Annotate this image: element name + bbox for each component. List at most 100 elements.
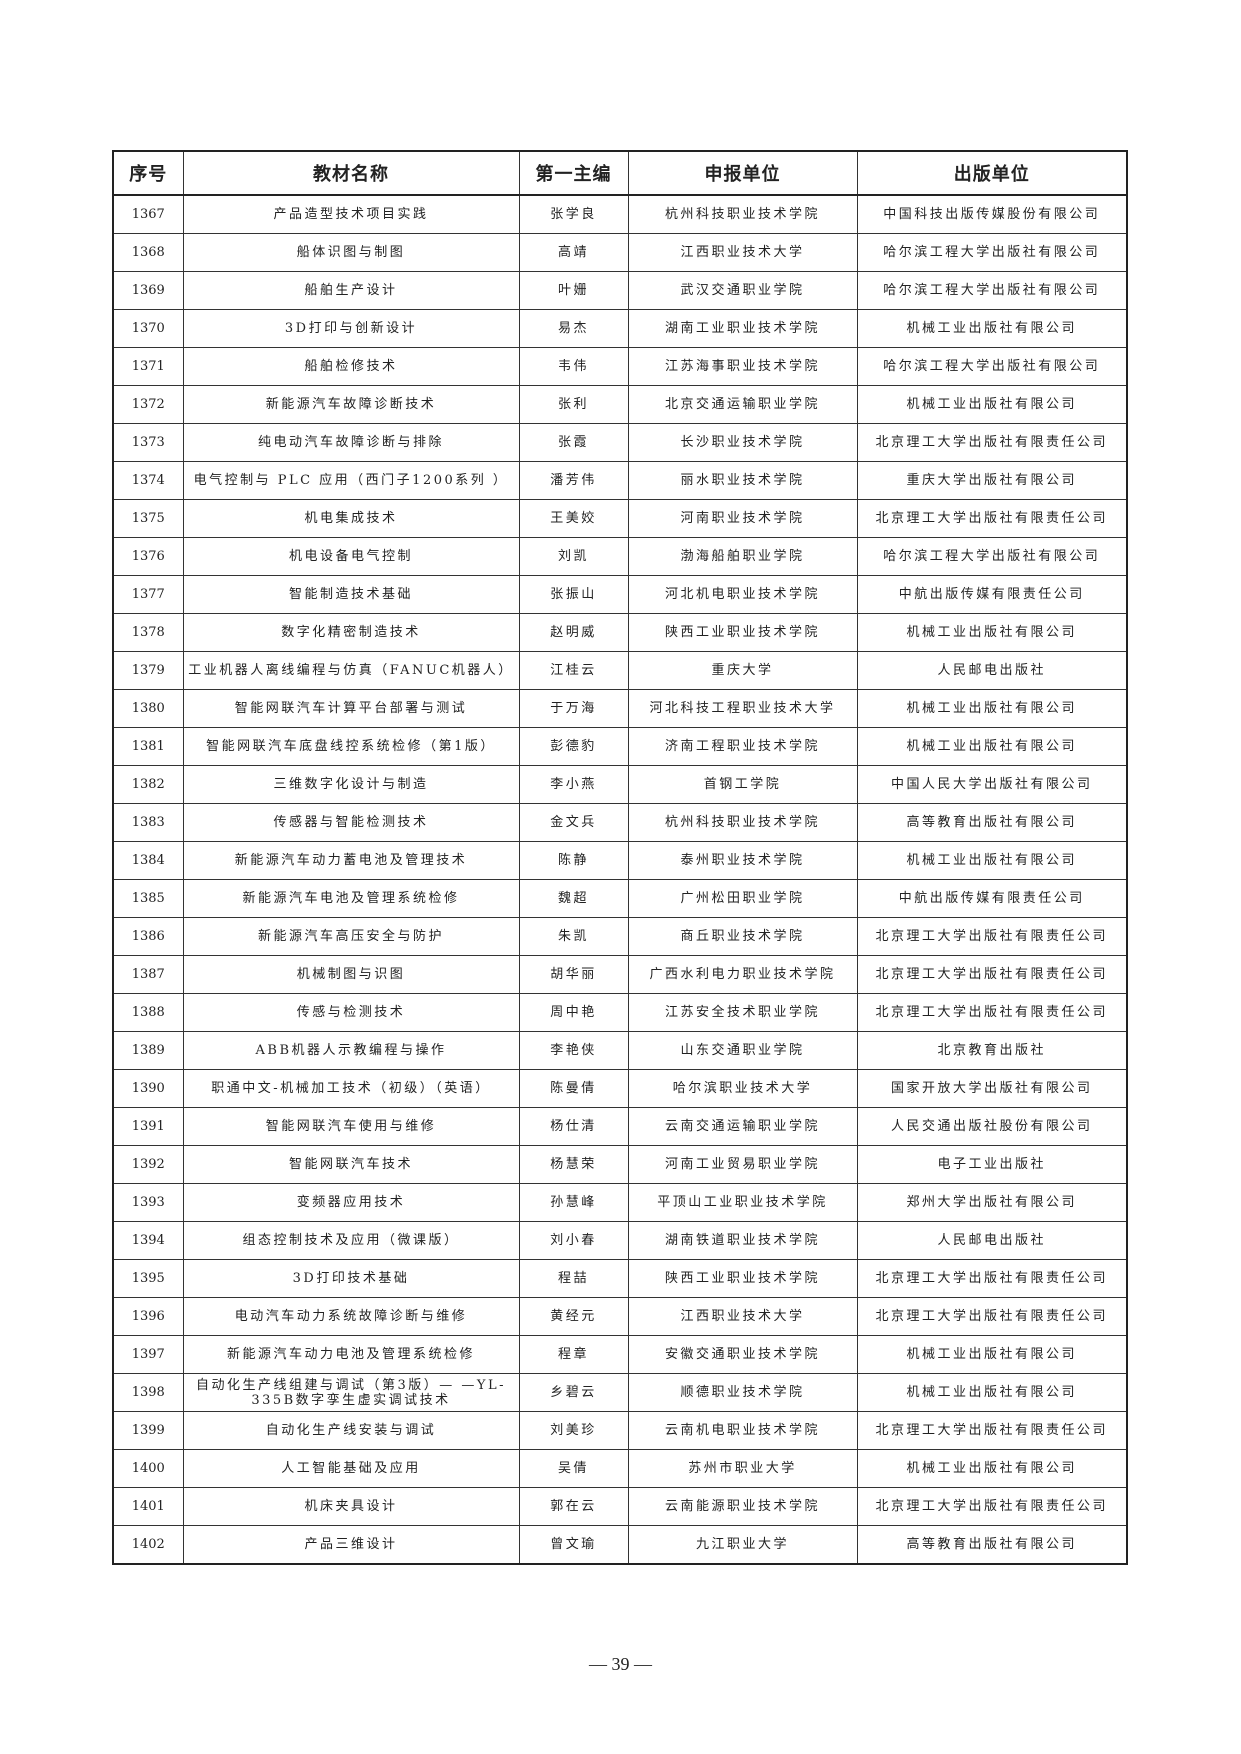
table-row: 1398 自动化生产线组建与调试（第3版）— —YL-335B数字孪生虚实调试技术… bbox=[112, 1373, 1128, 1412]
cell-index: 1393 bbox=[112, 1183, 184, 1222]
cell-chief-editor: 张利 bbox=[518, 385, 629, 424]
cell-index: 1398 bbox=[112, 1373, 184, 1412]
cell-applicant-unit: 云南能源职业技术学院 bbox=[627, 1487, 858, 1526]
cell-publisher: 北京理工大学出版社有限责任公司 bbox=[856, 917, 1128, 956]
cell-textbook-name: 三维数字化设计与制造 bbox=[182, 765, 520, 804]
cell-publisher: 机械工业出版社有限公司 bbox=[856, 841, 1128, 880]
cell-chief-editor: 张学良 bbox=[518, 194, 629, 234]
cell-chief-editor: 周中艳 bbox=[518, 993, 629, 1032]
cell-index: 1374 bbox=[112, 461, 184, 500]
cell-applicant-unit: 陕西工业职业技术学院 bbox=[627, 613, 858, 652]
cell-textbook-name: 3D打印与创新设计 bbox=[182, 309, 520, 348]
cell-index: 1396 bbox=[112, 1297, 184, 1336]
table-row: 1392 智能网联汽车技术 杨慧荣 河南工业贸易职业学院 电子工业出版社 bbox=[112, 1145, 1128, 1184]
cell-applicant-unit: 河南职业技术学院 bbox=[627, 499, 858, 538]
cell-applicant-unit: 商丘职业技术学院 bbox=[627, 917, 858, 956]
cell-index: 1397 bbox=[112, 1335, 184, 1374]
table-row: 1397 新能源汽车动力电池及管理系统检修 程章 安徽交通职业技术学院 机械工业出版社有… bbox=[112, 1335, 1128, 1374]
table-row: 1402 产品三维设计 曾文瑜 九江职业大学 高等教育出版社有限公司 bbox=[112, 1525, 1128, 1565]
cell-index: 1367 bbox=[112, 194, 184, 234]
cell-textbook-name: 自动化生产线安装与调试 bbox=[182, 1411, 520, 1450]
cell-chief-editor: 于万海 bbox=[518, 689, 629, 728]
cell-chief-editor: 李小燕 bbox=[518, 765, 629, 804]
cell-textbook-name: 工业机器人离线编程与仿真（FANUC机器人） bbox=[182, 651, 520, 690]
cell-publisher: 机械工业出版社有限公司 bbox=[856, 613, 1128, 652]
cell-chief-editor: 杨仕清 bbox=[518, 1107, 629, 1146]
table-row: 1396 电动汽车动力系统故障诊断与维修 黄经元 江西职业技术大学 北京理工大学出版社有… bbox=[112, 1297, 1128, 1336]
cell-publisher: 郑州大学出版社有限公司 bbox=[856, 1183, 1128, 1222]
cell-applicant-unit: 陕西工业职业技术学院 bbox=[627, 1259, 858, 1298]
cell-index: 1385 bbox=[112, 879, 184, 918]
cell-applicant-unit: 山东交通职业学院 bbox=[627, 1031, 858, 1070]
cell-publisher: 哈尔滨工程大学出版社有限公司 bbox=[856, 537, 1128, 576]
cell-chief-editor: 刘小春 bbox=[518, 1221, 629, 1260]
cell-chief-editor: 魏超 bbox=[518, 879, 629, 918]
cell-chief-editor: 韦伟 bbox=[518, 347, 629, 386]
cell-publisher: 北京理工大学出版社有限责任公司 bbox=[856, 1297, 1128, 1336]
cell-index: 1390 bbox=[112, 1069, 184, 1108]
cell-publisher: 中航出版传媒有限责任公司 bbox=[856, 575, 1128, 614]
cell-index: 1373 bbox=[112, 423, 184, 462]
cell-publisher: 机械工业出版社有限公司 bbox=[856, 727, 1128, 766]
cell-publisher: 人民交通出版社股份有限公司 bbox=[856, 1107, 1128, 1146]
cell-index: 1387 bbox=[112, 955, 184, 994]
cell-chief-editor: 金文兵 bbox=[518, 803, 629, 842]
cell-publisher: 机械工业出版社有限公司 bbox=[856, 689, 1128, 728]
cell-index: 1370 bbox=[112, 309, 184, 348]
cell-index: 1369 bbox=[112, 271, 184, 310]
cell-textbook-name: 机械制图与识图 bbox=[182, 955, 520, 994]
cell-textbook-name: 组态控制技术及应用（微课版） bbox=[182, 1221, 520, 1260]
table-header-row: 序号 教材名称 第一主编 申报单位 出版单位 bbox=[112, 150, 1128, 196]
table-row: 1369 船舶生产设计 叶姗 武汉交通职业学院 哈尔滨工程大学出版社有限公司 bbox=[112, 271, 1128, 310]
header-textbook-name: 教材名称 bbox=[182, 150, 520, 196]
cell-chief-editor: 朱凯 bbox=[518, 917, 629, 956]
header-chief-editor: 第一主编 bbox=[518, 150, 629, 196]
table-row: 1394 组态控制技术及应用（微课版） 刘小春 湖南铁道职业技术学院 人民邮电出版社 bbox=[112, 1221, 1128, 1260]
table-row: 1387 机械制图与识图 胡华丽 广西水利电力职业技术学院 北京理工大学出版社有限责任公… bbox=[112, 955, 1128, 994]
cell-textbook-name: 机电设备电气控制 bbox=[182, 537, 520, 576]
cell-textbook-name: 电气控制与 PLC 应用（西门子1200系列 ） bbox=[182, 461, 520, 500]
table-row: 1386 新能源汽车高压安全与防护 朱凯 商丘职业技术学院 北京理工大学出版社有限责任公… bbox=[112, 917, 1128, 956]
cell-textbook-name: 新能源汽车电池及管理系统检修 bbox=[182, 879, 520, 918]
cell-index: 1384 bbox=[112, 841, 184, 880]
table-row: 1380 智能网联汽车计算平台部署与测试 于万海 河北科技工程职业技术大学 机械工业出版… bbox=[112, 689, 1128, 728]
cell-index: 1395 bbox=[112, 1259, 184, 1298]
table-row: 1401 机床夹具设计 郭在云 云南能源职业技术学院 北京理工大学出版社有限责任公司 bbox=[112, 1487, 1128, 1526]
cell-index: 1386 bbox=[112, 917, 184, 956]
cell-publisher: 中国科技出版传媒股份有限公司 bbox=[856, 194, 1128, 234]
cell-textbook-name: 数字化精密制造技术 bbox=[182, 613, 520, 652]
cell-publisher: 高等教育出版社有限公司 bbox=[856, 803, 1128, 842]
cell-index: 1401 bbox=[112, 1487, 184, 1526]
cell-publisher: 国家开放大学出版社有限公司 bbox=[856, 1069, 1128, 1108]
cell-textbook-name: 传感器与智能检测技术 bbox=[182, 803, 520, 842]
table-row: 1389 ABB机器人示教编程与操作 李艳侠 山东交通职业学院 北京教育出版社 bbox=[112, 1031, 1128, 1070]
table-row: 1391 智能网联汽车使用与维修 杨仕清 云南交通运输职业学院 人民交通出版社股份有限公… bbox=[112, 1107, 1128, 1146]
table-row: 1382 三维数字化设计与制造 李小燕 首钢工学院 中国人民大学出版社有限公司 bbox=[112, 765, 1128, 804]
cell-textbook-name: 智能制造技术基础 bbox=[182, 575, 520, 614]
cell-textbook-name: 船体识图与制图 bbox=[182, 233, 520, 272]
header-index: 序号 bbox=[112, 150, 184, 196]
cell-publisher: 北京理工大学出版社有限责任公司 bbox=[856, 1411, 1128, 1450]
cell-applicant-unit: 武汉交通职业学院 bbox=[627, 271, 858, 310]
cell-publisher: 电子工业出版社 bbox=[856, 1145, 1128, 1184]
table-row: 1384 新能源汽车动力蓄电池及管理技术 陈静 泰州职业技术学院 机械工业出版社有限公司 bbox=[112, 841, 1128, 880]
table-row: 1385 新能源汽车电池及管理系统检修 魏超 广州松田职业学院 中航出版传媒有限责任公司 bbox=[112, 879, 1128, 918]
cell-index: 1375 bbox=[112, 499, 184, 538]
cell-applicant-unit: 北京交通运输职业学院 bbox=[627, 385, 858, 424]
cell-textbook-name: 机床夹具设计 bbox=[182, 1487, 520, 1526]
cell-index: 1377 bbox=[112, 575, 184, 614]
cell-index: 1389 bbox=[112, 1031, 184, 1070]
cell-applicant-unit: 重庆大学 bbox=[627, 651, 858, 690]
cell-textbook-name: 3D打印技术基础 bbox=[182, 1259, 520, 1298]
cell-chief-editor: 程章 bbox=[518, 1335, 629, 1374]
cell-publisher: 重庆大学出版社有限公司 bbox=[856, 461, 1128, 500]
cell-applicant-unit: 杭州科技职业技术学院 bbox=[627, 194, 858, 234]
cell-index: 1368 bbox=[112, 233, 184, 272]
cell-publisher: 中国人民大学出版社有限公司 bbox=[856, 765, 1128, 804]
cell-chief-editor: 黄经元 bbox=[518, 1297, 629, 1336]
cell-applicant-unit: 丽水职业技术学院 bbox=[627, 461, 858, 500]
cell-publisher: 北京理工大学出版社有限责任公司 bbox=[856, 499, 1128, 538]
table-row: 1376 机电设备电气控制 刘凯 渤海船舶职业学院 哈尔滨工程大学出版社有限公司 bbox=[112, 537, 1128, 576]
table-row: 1388 传感与检测技术 周中艳 江苏安全技术职业学院 北京理工大学出版社有限责任公司 bbox=[112, 993, 1128, 1032]
cell-applicant-unit: 河北机电职业技术学院 bbox=[627, 575, 858, 614]
